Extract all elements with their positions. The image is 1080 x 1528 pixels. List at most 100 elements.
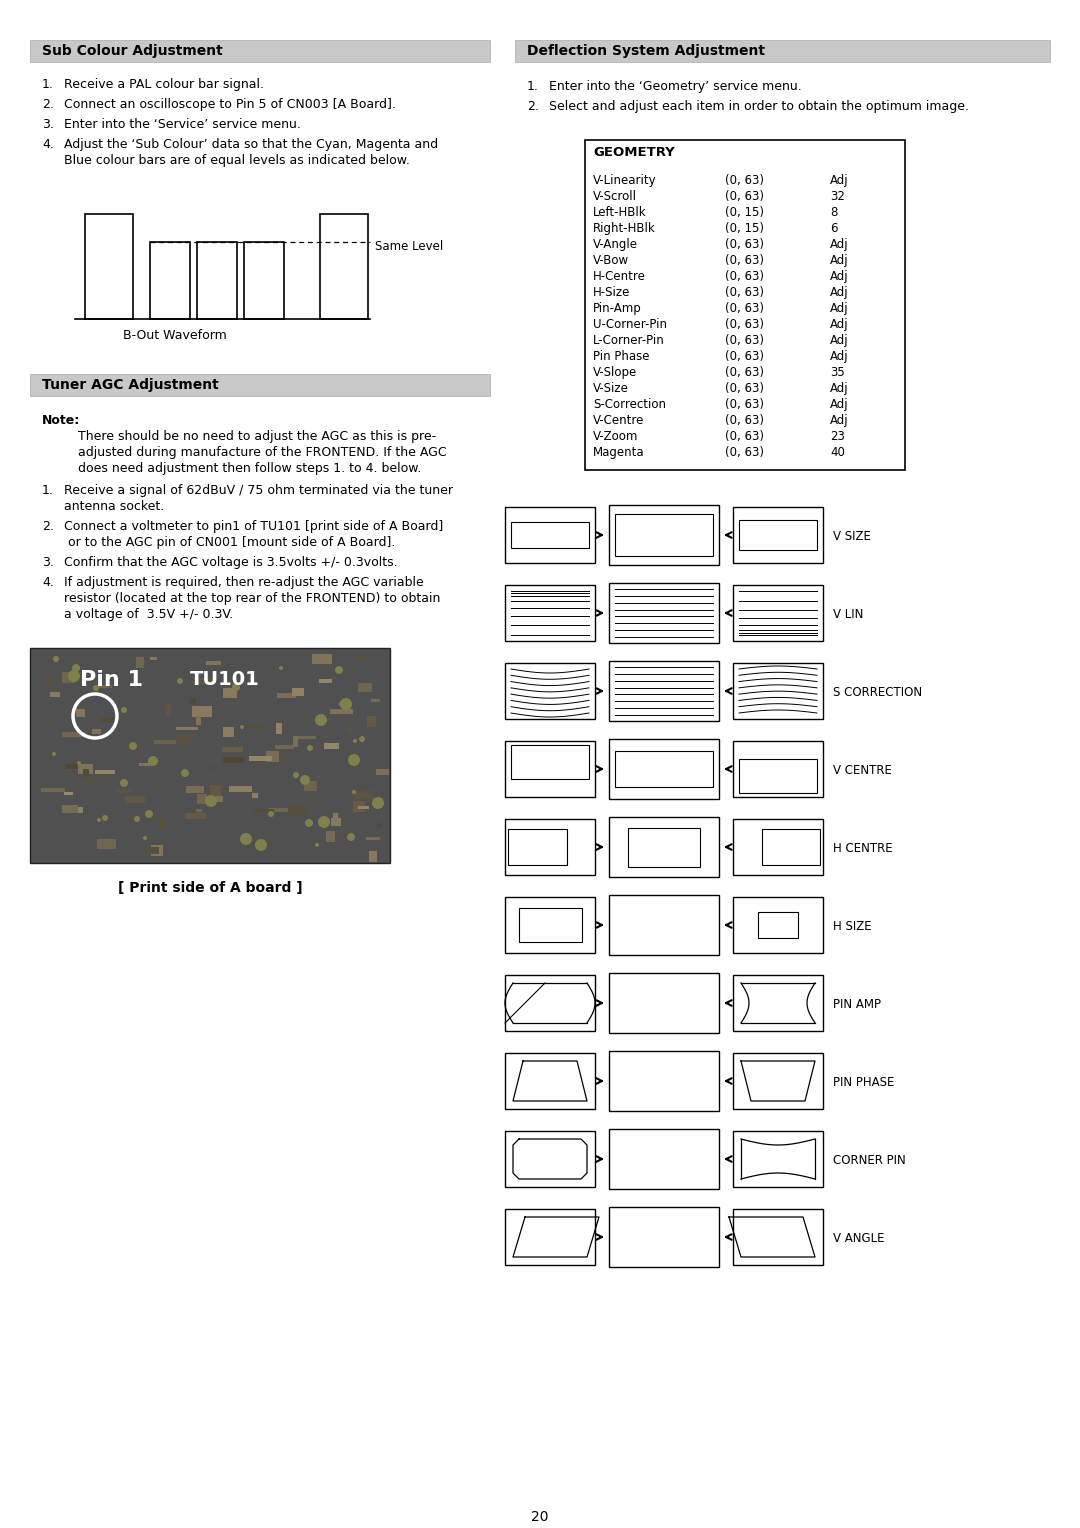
Bar <box>249 756 272 761</box>
Bar <box>244 241 284 319</box>
Text: Adj: Adj <box>831 414 849 426</box>
Text: 2.: 2. <box>42 98 54 112</box>
Bar <box>92 729 102 733</box>
Text: (0, 63): (0, 63) <box>725 397 764 411</box>
Text: Adj: Adj <box>831 350 849 364</box>
Circle shape <box>279 666 283 669</box>
Bar <box>85 214 133 319</box>
Text: 32: 32 <box>831 189 845 203</box>
Text: Connect an oscilloscope to Pin 5 of CN003 [A Board].: Connect an oscilloscope to Pin 5 of CN00… <box>64 98 396 112</box>
Bar <box>97 839 116 850</box>
Text: (0, 63): (0, 63) <box>725 350 764 364</box>
Text: Deflection System Adjustment: Deflection System Adjustment <box>527 44 765 58</box>
Circle shape <box>300 775 310 785</box>
Bar <box>319 678 332 683</box>
Bar <box>30 648 390 863</box>
Bar <box>515 40 1050 63</box>
Circle shape <box>68 669 80 681</box>
Text: There should be no need to adjust the AGC as this is pre-: There should be no need to adjust the AG… <box>78 429 436 443</box>
Circle shape <box>307 746 313 750</box>
Bar <box>347 727 353 733</box>
Bar <box>609 1129 719 1189</box>
Circle shape <box>52 752 56 756</box>
Text: 1.: 1. <box>42 78 54 92</box>
Bar <box>761 828 820 865</box>
Text: GEOMETRY: GEOMETRY <box>593 147 675 159</box>
Text: CORNER PIN: CORNER PIN <box>833 1154 906 1167</box>
Bar <box>95 770 114 775</box>
Bar <box>357 805 369 808</box>
Text: Receive a PAL colour bar signal.: Receive a PAL colour bar signal. <box>64 78 264 92</box>
Text: Note:: Note: <box>42 414 80 426</box>
Text: Adj: Adj <box>831 382 849 396</box>
Bar <box>733 1131 823 1187</box>
Bar <box>150 241 190 319</box>
Bar <box>330 709 353 714</box>
Text: adjusted during manufacture of the FRONTEND. If the AGC: adjusted during manufacture of the FRONT… <box>78 446 447 458</box>
Bar <box>266 750 279 762</box>
Bar <box>505 819 595 876</box>
Circle shape <box>255 839 267 851</box>
Text: (0, 63): (0, 63) <box>725 382 764 396</box>
Bar <box>136 657 144 668</box>
Bar <box>376 769 389 775</box>
Bar <box>46 677 52 688</box>
Circle shape <box>353 740 357 743</box>
Bar <box>505 897 595 953</box>
Bar <box>139 762 150 766</box>
Bar <box>160 817 165 830</box>
Bar <box>154 740 178 744</box>
Bar <box>197 795 207 804</box>
Text: Adjust the ‘Sub Colour’ data so that the Cyan, Magenta and: Adjust the ‘Sub Colour’ data so that the… <box>64 138 438 151</box>
Bar <box>609 1051 719 1111</box>
Bar <box>733 741 823 798</box>
Bar <box>739 520 816 550</box>
Bar <box>64 792 73 795</box>
Bar <box>733 975 823 1031</box>
Bar <box>733 1053 823 1109</box>
Bar <box>195 808 202 811</box>
Text: (0, 15): (0, 15) <box>725 206 764 219</box>
Bar <box>194 678 212 685</box>
Text: B-Out Waveform: B-Out Waveform <box>123 329 227 342</box>
Bar <box>296 736 316 740</box>
Bar <box>30 40 490 63</box>
Bar <box>511 523 589 547</box>
Text: 1.: 1. <box>527 79 539 93</box>
Bar <box>222 727 234 736</box>
Bar <box>288 805 307 814</box>
Text: 4.: 4. <box>42 576 54 588</box>
Bar <box>197 241 237 319</box>
Bar <box>78 764 93 775</box>
Text: L-Corner-Pin: L-Corner-Pin <box>593 335 665 347</box>
Text: PIN AMP: PIN AMP <box>833 998 881 1012</box>
Bar <box>186 785 204 793</box>
Circle shape <box>102 814 108 821</box>
Bar <box>222 756 244 762</box>
Bar <box>733 897 823 953</box>
Text: antenna socket.: antenna socket. <box>64 500 164 513</box>
Bar <box>733 507 823 562</box>
Text: Pin-Amp: Pin-Amp <box>593 303 642 315</box>
Text: H CENTRE: H CENTRE <box>833 842 893 856</box>
Bar <box>62 732 86 736</box>
Text: resistor (located at the top rear of the FRONTEND) to obtain: resistor (located at the top rear of the… <box>64 591 441 605</box>
Text: (0, 63): (0, 63) <box>725 303 764 315</box>
Bar <box>62 805 78 813</box>
Bar <box>83 769 89 778</box>
Text: 4.: 4. <box>42 138 54 151</box>
Text: Sub Colour Adjustment: Sub Colour Adjustment <box>42 44 222 58</box>
Bar <box>50 692 60 697</box>
Bar <box>609 1207 719 1267</box>
Text: (0, 63): (0, 63) <box>725 414 764 426</box>
Text: V SIZE: V SIZE <box>833 530 870 542</box>
Bar <box>609 740 719 799</box>
Text: V LIN: V LIN <box>833 608 863 620</box>
Circle shape <box>240 833 252 845</box>
Text: TU101: TU101 <box>190 669 260 689</box>
Circle shape <box>293 772 299 778</box>
Text: 40: 40 <box>831 446 845 458</box>
Bar <box>275 746 294 749</box>
Bar <box>366 837 380 840</box>
Text: Same Level: Same Level <box>375 240 443 254</box>
